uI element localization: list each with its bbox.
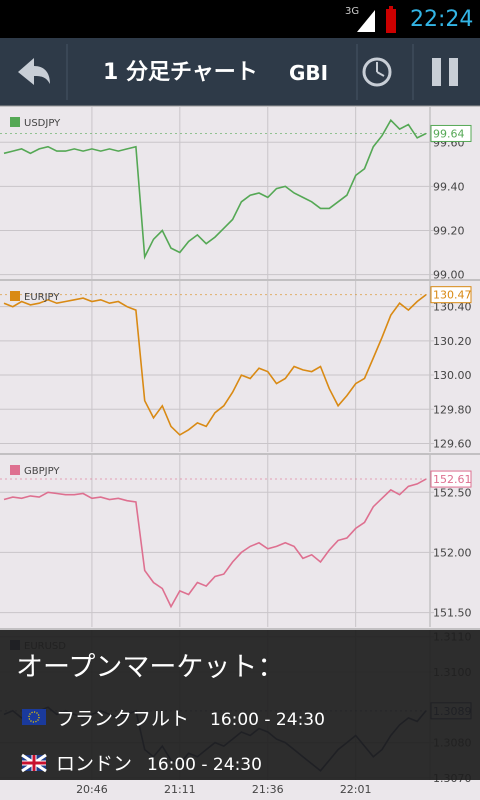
uk-cross-red <box>22 755 46 771</box>
legend-swatch <box>10 291 20 301</box>
legend-label: USDJPY <box>24 118 61 129</box>
y-tick-label: 152.50 <box>433 486 472 499</box>
clock: 22:24 <box>410 7 473 32</box>
tab-label[interactable]: GBI <box>289 61 328 85</box>
status-bar <box>0 0 480 38</box>
signal-icon <box>357 10 375 32</box>
market-overlay: オープンマーケット： フランクフルト 16:00 - 24:30 ロンドン 16… <box>0 630 480 780</box>
last-price-tag <box>430 124 472 142</box>
toolbar-title: 1 分足チャート <box>103 60 258 85</box>
y-tick-label: 130.20 <box>433 335 472 348</box>
price-line <box>3 478 427 609</box>
y-tick-label: 99.40 <box>433 180 465 193</box>
pause-bar <box>449 58 458 86</box>
x-tick-label: 22:01 <box>340 783 372 796</box>
y-tick-label: 129.60 <box>433 437 472 450</box>
x-tick-label: 20:46 <box>76 783 108 796</box>
x-axis: 20:46 21:11 21:36 22:01 <box>76 783 371 796</box>
overlay-title: オープンマーケット： <box>16 652 284 683</box>
pause-button[interactable] <box>432 58 441 86</box>
market-hours: 16:00 - 24:30 <box>147 755 262 775</box>
last-price-label: 99.64 <box>433 127 465 140</box>
overlay-bg <box>0 630 480 780</box>
legend-label: EURJPY <box>24 292 60 303</box>
price-line <box>3 118 427 260</box>
y-tick-label: 152.00 <box>433 546 472 559</box>
clock-hands <box>376 62 385 77</box>
y-tick-label: 151.50 <box>433 607 472 620</box>
market-name: ロンドン <box>56 753 132 775</box>
battery-tip <box>389 6 393 9</box>
last-price-label: 152.61 <box>433 473 472 486</box>
price-line <box>3 294 427 436</box>
market-name: フランクフルト <box>56 708 189 730</box>
x-tick-label: 21:11 <box>164 783 196 796</box>
eu-flag <box>22 709 46 725</box>
market-hours: 16:00 - 24:30 <box>210 710 325 730</box>
toolbar <box>0 38 480 106</box>
last-price-tag <box>430 286 472 304</box>
clock-button[interactable] <box>362 57 392 87</box>
y-tick-label: 130.00 <box>433 369 472 382</box>
last-price-tag <box>430 470 472 488</box>
eu-stars <box>28 711 40 723</box>
x-tick-label: 21:36 <box>252 783 284 796</box>
legend-swatch <box>10 465 20 475</box>
y-tick-label: 129.80 <box>433 403 472 416</box>
y-tick-label: 130.40 <box>433 301 472 314</box>
battery-icon <box>386 9 396 33</box>
last-price-label: 130.47 <box>433 289 472 302</box>
y-tick-label: 99.20 <box>433 224 465 237</box>
network-type: 3G <box>345 6 359 17</box>
back-button[interactable] <box>18 58 50 85</box>
y-tick-label: 99.00 <box>433 269 465 282</box>
legend-label: GBPJPY <box>24 466 60 477</box>
legend-swatch <box>10 117 20 127</box>
